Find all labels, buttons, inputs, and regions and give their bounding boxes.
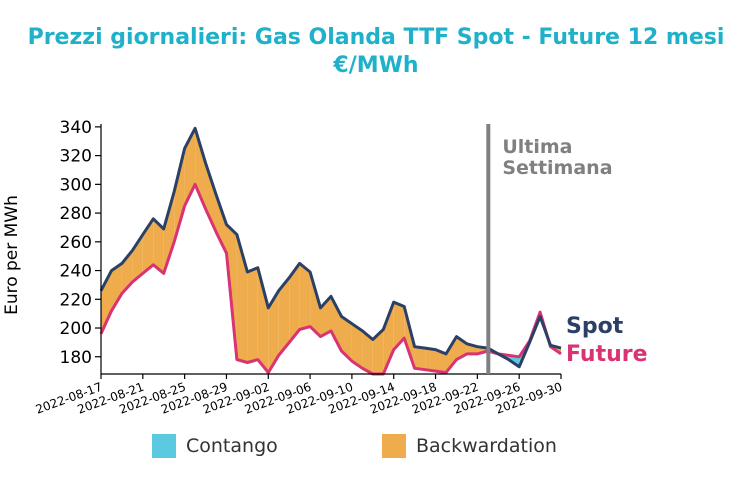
series-lines [99,126,562,376]
backwardation-area [299,263,311,330]
backwardation-area [111,263,122,311]
y-tick-label: 240 [60,262,92,282]
legend-item-contango: Contango [152,434,278,458]
backwardation-area [414,346,426,370]
series-label-spot: Spot [566,314,624,339]
backwardation-area [435,349,446,373]
y-tick-label: 220 [60,290,92,310]
backwardation-area [153,218,164,274]
axes: 1802002202402602803003203402022-08-17202… [2,118,564,417]
annotation-line2: Settimana [502,157,612,179]
backwardation-area [372,329,384,374]
backwardation-area [310,272,321,337]
legend-label-contango: Contango [186,435,278,457]
backwardation-area [174,148,185,242]
backwardation-area [247,267,258,363]
backwardation-area [362,330,373,374]
backwardation-area [383,302,394,374]
backwardation-area [331,296,342,351]
backwardation-area [351,323,363,369]
annotation-line1: Ultima [502,136,572,158]
backwardation-area [278,277,290,356]
chart-title: Prezzi giornalieri: Gas Olanda TTF Spot … [27,25,725,50]
backwardation-area [446,336,457,373]
backwardation-area [216,194,227,254]
y-tick-label: 340 [60,118,92,138]
backwardation-area [289,263,300,343]
backwardation-area [341,316,352,362]
series-label-future: Future [566,342,648,367]
y-tick-label: 200 [60,319,92,339]
y-tick-label: 300 [60,175,92,195]
y-axis-label: Euro per MWh [2,195,22,315]
series-labels: Spot Future [566,314,648,367]
chart-subtitle: €/MWh [333,53,419,78]
series-line-future [99,182,562,376]
legend-swatch-backwardation [382,434,406,458]
y-tick-label: 180 [60,348,92,368]
legend-label-backwardation: Backwardation [416,435,557,457]
backwardation-area [425,348,436,372]
backwardation-area [257,267,269,373]
backwardation-area [268,290,279,373]
y-tick-label: 320 [60,147,92,167]
y-tick-label: 260 [60,233,92,253]
legend-swatch-contango [152,434,176,458]
backwardation-area [163,191,175,274]
backwardation-area [393,302,405,350]
y-tick-label: 280 [60,204,92,224]
series-line-spot [99,126,562,369]
legend-item-backwardation: Backwardation [382,434,557,458]
